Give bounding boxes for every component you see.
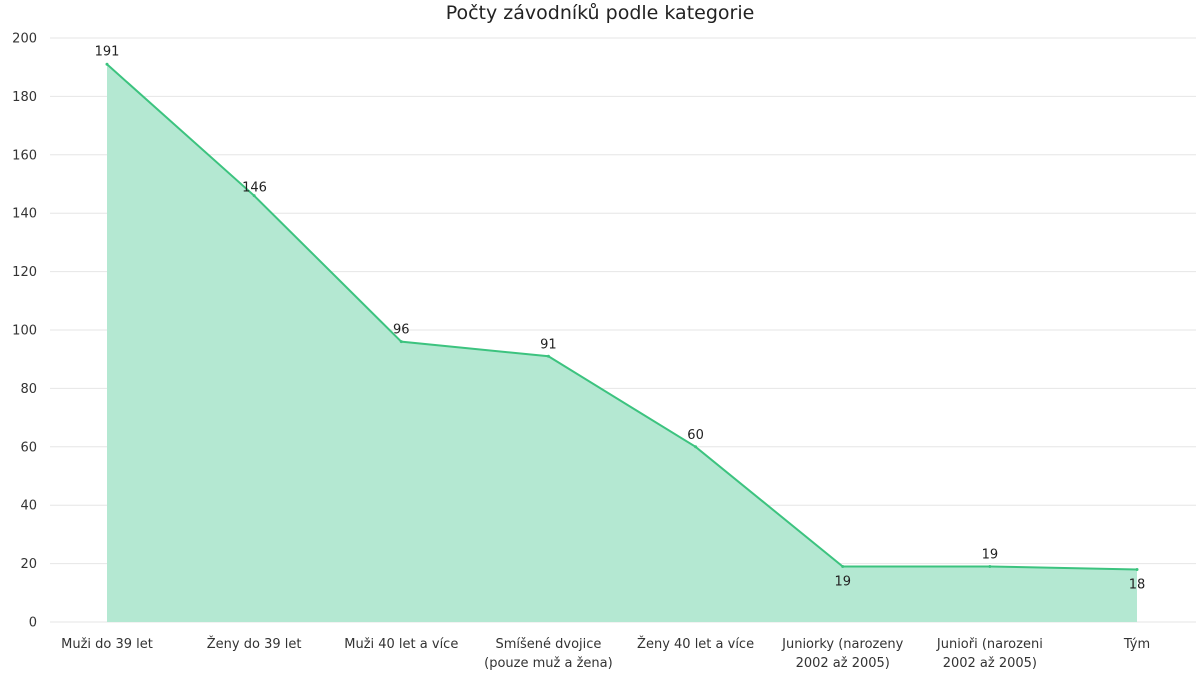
y-tick-label: 140: [12, 207, 37, 222]
x-tick-label: Junioři (narozeni 2002 až 2005): [936, 637, 1043, 671]
data-point: [694, 445, 698, 449]
area-fill: [107, 64, 1137, 622]
data-label: 91: [540, 337, 557, 352]
x-tick-label: Smíšené dvojice (pouze muž a žena): [484, 637, 613, 671]
data-label: 19: [834, 575, 851, 590]
series-line: [106, 63, 1138, 571]
x-tick-label: Muži 40 let a více: [344, 637, 458, 652]
x-axis-ticks: Muži do 39 let Ženy do 39 let Muži 40 let …: [61, 636, 1150, 671]
data-point: [252, 194, 256, 198]
data-label: 191: [95, 44, 120, 59]
data-labels: 191 146 96 91 60 19 19 18: [95, 44, 1146, 592]
data-label: 96: [393, 323, 410, 338]
y-tick-label: 100: [12, 324, 37, 339]
data-point: [399, 340, 403, 344]
data-label: 18: [1129, 577, 1146, 592]
y-tick-label: 180: [12, 90, 37, 105]
data-label: 60: [687, 428, 704, 443]
x-tick-label: Ženy 40 let a více: [637, 636, 754, 652]
x-tick-label: Muži do 39 let: [61, 637, 153, 652]
y-tick-label: 200: [12, 32, 37, 47]
chart-title: Počty závodníků podle kategorie: [445, 2, 755, 24]
y-tick-label: 40: [20, 499, 37, 514]
data-point: [546, 354, 550, 358]
y-tick-label: 60: [20, 440, 37, 455]
x-tick-label: Ženy do 39 let: [207, 636, 302, 652]
y-tick-label: 0: [29, 616, 37, 631]
data-point: [1135, 567, 1139, 571]
y-tick-label: 120: [12, 265, 37, 280]
area-series: [105, 62, 1139, 622]
data-point: [988, 565, 992, 569]
y-tick-label: 80: [20, 382, 37, 397]
x-tick-label: Juniorky (narozeny 2002 až 2005): [781, 637, 903, 671]
data-point: [105, 62, 109, 66]
data-point: [841, 565, 845, 569]
data-label: 146: [242, 181, 267, 196]
data-label: 19: [982, 548, 999, 563]
y-axis-ticks: 0 20 40 60 80 100 120 140 160 180 200: [12, 32, 37, 631]
x-tick-label: Tým: [1123, 637, 1150, 652]
y-tick-label: 20: [20, 557, 37, 572]
y-tick-label: 160: [12, 148, 37, 163]
